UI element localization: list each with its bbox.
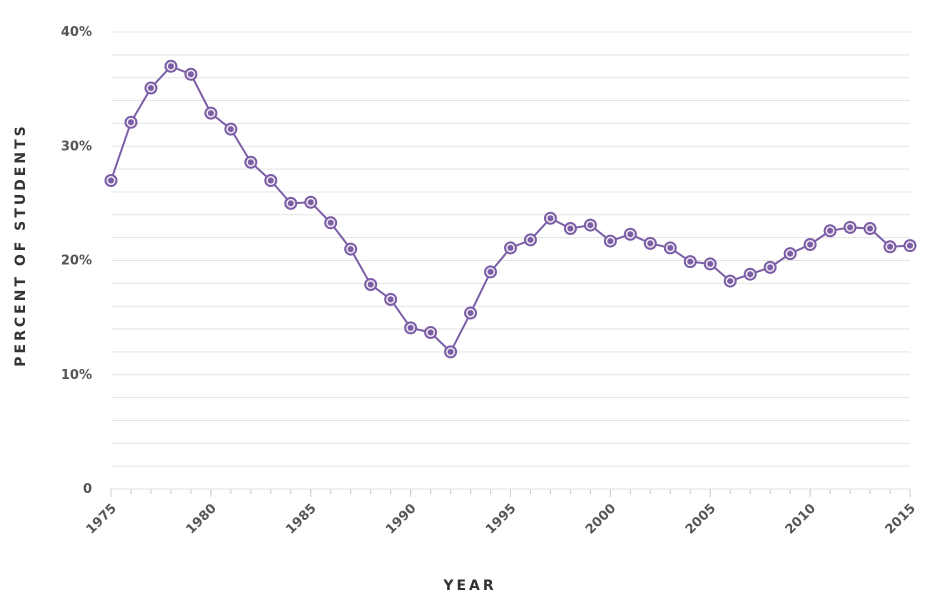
point-dot bbox=[387, 296, 394, 303]
point-dot bbox=[207, 110, 214, 117]
point-dot bbox=[687, 258, 694, 265]
point-dot bbox=[627, 231, 634, 238]
point-dot bbox=[907, 242, 913, 249]
point-dot bbox=[607, 238, 614, 245]
point-dot bbox=[147, 84, 154, 91]
point-dot bbox=[307, 199, 314, 206]
x-tick-label: 2010 bbox=[783, 501, 819, 537]
point-dot bbox=[167, 63, 174, 70]
point-dot bbox=[867, 225, 874, 232]
point-dot bbox=[667, 244, 674, 251]
point-dot bbox=[507, 244, 514, 251]
point-dot bbox=[587, 222, 594, 229]
point-dot bbox=[447, 348, 454, 355]
point-dot bbox=[847, 224, 854, 231]
y-tick-label: 30% bbox=[61, 139, 92, 154]
point-dot bbox=[247, 159, 254, 166]
point-dot bbox=[467, 310, 474, 317]
point-dot bbox=[227, 126, 234, 133]
point-dot bbox=[407, 324, 414, 331]
point-dot bbox=[267, 177, 274, 184]
y-tick-label: 20% bbox=[61, 254, 92, 269]
point-dot bbox=[287, 200, 294, 207]
x-tick-label: 2015 bbox=[883, 501, 919, 537]
point-dot bbox=[127, 119, 134, 126]
point-dot bbox=[767, 264, 774, 271]
point-dot bbox=[327, 219, 334, 226]
point-dot bbox=[787, 250, 794, 257]
point-dot bbox=[347, 246, 354, 253]
point-dot bbox=[727, 278, 734, 285]
point-dot bbox=[567, 225, 574, 232]
point-dot bbox=[108, 177, 114, 184]
x-axis-title: YEAR bbox=[442, 578, 496, 594]
y-tick-label: 10% bbox=[61, 368, 92, 383]
x-tick-label: 1995 bbox=[483, 501, 519, 537]
point-dot bbox=[527, 236, 534, 243]
x-tick-label: 1975 bbox=[84, 501, 120, 537]
point-dot bbox=[707, 260, 714, 267]
x-tick-label: 1990 bbox=[383, 501, 419, 537]
y-tick-label: 40% bbox=[61, 25, 92, 40]
y-axis-title: PERCENT OF STUDENTS bbox=[13, 123, 29, 366]
point-dot bbox=[887, 243, 894, 250]
point-dot bbox=[807, 241, 814, 248]
x-tick-label: 2000 bbox=[583, 501, 619, 537]
point-dot bbox=[647, 240, 654, 247]
point-dot bbox=[187, 71, 194, 78]
point-dot bbox=[487, 268, 494, 275]
x-tick-label: 1985 bbox=[283, 501, 319, 537]
point-dot bbox=[427, 329, 434, 336]
point-dot bbox=[747, 271, 754, 278]
point-dot bbox=[827, 227, 834, 234]
y-tick-label: 0 bbox=[83, 482, 92, 497]
x-tick-label: 1980 bbox=[184, 501, 220, 537]
series-line bbox=[110, 65, 911, 354]
point-dot bbox=[547, 215, 554, 222]
point-dot bbox=[367, 281, 374, 288]
x-tick-label: 2005 bbox=[683, 501, 719, 537]
